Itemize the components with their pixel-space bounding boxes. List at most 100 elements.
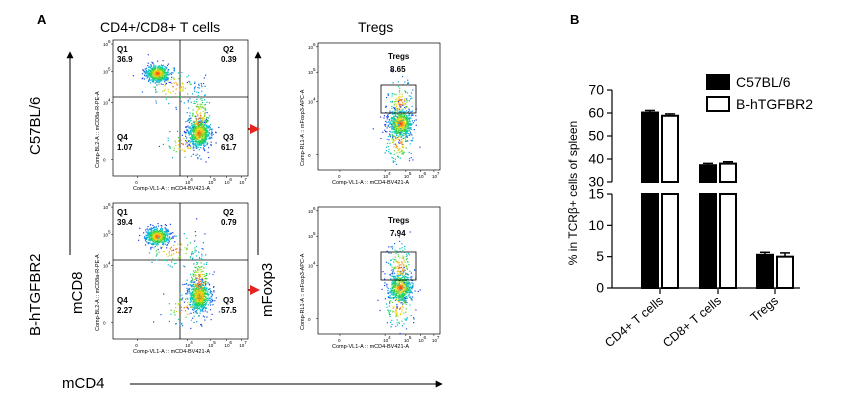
- treg-gate: [380, 84, 417, 114]
- y-tick-label: 10: [308, 70, 314, 75]
- y-tick-exp: 6: [313, 42, 316, 47]
- bar-1-1: [719, 161, 737, 289]
- y-tick-exp: 6: [108, 39, 111, 44]
- x-tick-label: 10: [432, 338, 438, 343]
- col-title-right: Tregs: [358, 19, 393, 35]
- x-tick-label: 0: [135, 180, 138, 185]
- events: [372, 69, 421, 165]
- x-tick-label: 0: [338, 338, 341, 343]
- gate-name-q1: Q1: [117, 208, 128, 217]
- gate-value-q2: 0.79: [221, 218, 237, 227]
- x-tick-exp: 4: [388, 171, 391, 176]
- y-tick-label: 10: [308, 263, 314, 268]
- x-axis-label: mCD4: [62, 375, 105, 392]
- x-tick-exp: 5: [213, 177, 216, 182]
- x-tick-label: 10: [418, 174, 424, 179]
- y-tick-label: 15: [588, 186, 604, 202]
- bar-lower: [661, 193, 679, 289]
- y-tick-label: 10: [103, 69, 109, 74]
- col-title-left: CD4+/CD8+ T cells: [100, 19, 220, 35]
- x-tick-exp: 5: [409, 335, 412, 340]
- treg-y-channel-label: Comp-RL1-A :: mFoxp3-APC-A: [300, 253, 306, 330]
- y-tick-label: 10: [103, 264, 109, 269]
- x-tick-exp: 7: [437, 335, 440, 340]
- bar: [776, 255, 794, 289]
- plot-frame: [112, 202, 249, 340]
- gate-name-q3: Q3: [223, 296, 234, 305]
- y-tick-label: 10: [103, 101, 109, 106]
- x-tick-label: 10: [224, 343, 230, 348]
- y-tick-exp: 4: [108, 98, 111, 103]
- y-tick-label: 10: [588, 217, 604, 233]
- gate-value-q2: 0.39: [221, 55, 237, 64]
- x-tick-exp: 5: [213, 340, 216, 345]
- treg-gate: [380, 251, 417, 281]
- bar-upper: [641, 111, 659, 183]
- legend-label: B-hTGFBR2: [736, 96, 813, 112]
- x-tick-exp: 7: [437, 171, 440, 176]
- legend-label: C57BL/6: [736, 74, 791, 90]
- quad-x-channel-label: Comp-VL1-A :: mCD4-BV421-A: [133, 349, 210, 355]
- x-tick-label: 10: [239, 180, 245, 185]
- x-tick-label: 10: [404, 338, 410, 343]
- gate-name-q4: Q4: [117, 133, 128, 142]
- category-label: CD8+ T cells: [660, 294, 724, 351]
- x-tick-label: 10: [404, 174, 410, 179]
- bar-upper: [719, 162, 737, 184]
- bar-0-1: [661, 113, 679, 289]
- legend: C57BL/6 B-hTGFBR2: [706, 74, 813, 112]
- x-tick-exp: 7: [244, 177, 247, 182]
- y-tick-label: 40: [588, 151, 604, 167]
- gate-value-q4: 2.27: [117, 306, 133, 315]
- y-tick-exp: 6: [313, 206, 316, 211]
- treg-gate-name: Tregs: [388, 216, 410, 225]
- panel-b: B % in TCRβ+ cells of spleen 30 40 50 60 70 0…: [566, 12, 813, 350]
- x-tick-label: 0: [135, 343, 138, 348]
- x-tick-label: 10: [224, 180, 230, 185]
- x-tick-label: 10: [185, 180, 191, 185]
- y-tick-label: 10: [103, 205, 109, 210]
- bar-2-1: [776, 252, 794, 289]
- row-label-c57: C57BL/6: [27, 97, 44, 155]
- panel-b-label: B: [570, 12, 579, 27]
- x-tick-label: 10: [383, 174, 389, 179]
- y-tick-label: 0: [308, 317, 311, 322]
- quad-y-channel-label: Comp-BL2-A :: mCD8a-R-PE-A: [95, 91, 101, 168]
- y-tick-label: 10: [308, 45, 314, 50]
- y-tick-exp: 5: [313, 231, 316, 236]
- x-tick-exp: 5: [409, 171, 412, 176]
- y-tick-label: 10: [308, 209, 314, 214]
- gate-name-q2: Q2: [223, 208, 234, 217]
- bar-lower: [641, 193, 659, 289]
- bar-upper: [699, 164, 717, 184]
- bar-marks: [641, 109, 794, 289]
- treg-x-channel-label: Comp-VL1-A :: mCD4-BV421-A: [332, 344, 409, 350]
- category-label: Tregs: [748, 294, 781, 325]
- gate-name-q2: Q2: [223, 45, 234, 54]
- plot-frame: [112, 39, 249, 177]
- treg-y-channel-label: Comp-RL1-A :: mFoxp3-APC-A: [300, 89, 306, 166]
- bar-y-label: % in TCRβ+ cells of spleen: [566, 121, 580, 265]
- y-tick-label: 10: [103, 42, 109, 47]
- y-tick-label: 0: [103, 321, 106, 326]
- treg-gate-value: 7.94: [390, 229, 406, 238]
- bar-lower: [719, 193, 737, 289]
- plot-frame: [317, 42, 441, 171]
- y-tick-exp: 5: [108, 229, 111, 234]
- bar-2-0: [756, 251, 774, 289]
- y-tick-exp: 5: [108, 66, 111, 71]
- treg-gate-value: 8.65: [390, 65, 406, 74]
- y-tick-exp: 6: [108, 202, 111, 207]
- gate-value-q3: 61.7: [221, 143, 237, 152]
- x-tick-label: 10: [383, 338, 389, 343]
- gate-name-q3: Q3: [223, 133, 234, 142]
- bar-0-0: [641, 109, 659, 289]
- x-tick-label: 10: [208, 343, 214, 348]
- y-tick-label: 60: [588, 105, 604, 121]
- bar-lower: [699, 193, 717, 289]
- events: [377, 231, 421, 335]
- y-axis-label-left: mCD8: [69, 271, 86, 314]
